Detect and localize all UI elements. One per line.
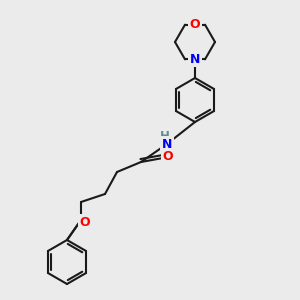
Text: H: H — [160, 130, 170, 142]
Text: N: N — [162, 137, 172, 151]
Text: O: O — [80, 215, 90, 229]
Text: O: O — [163, 149, 173, 163]
Text: O: O — [190, 18, 200, 31]
Text: N: N — [190, 53, 200, 66]
